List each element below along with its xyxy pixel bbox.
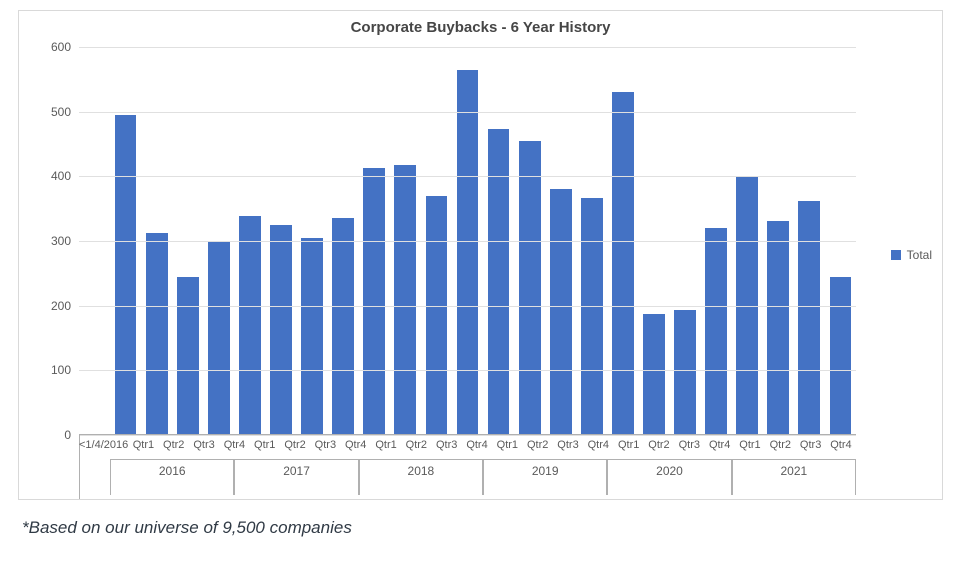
bar xyxy=(115,115,137,435)
bar xyxy=(457,70,479,435)
bar xyxy=(581,198,603,435)
y-tick-label: 600 xyxy=(31,40,71,54)
bar xyxy=(301,238,323,435)
x-year-label: 2016 xyxy=(111,464,233,478)
x-year-group: 2017 xyxy=(234,459,358,495)
x-tick-label: Qtr1 xyxy=(492,439,522,451)
bar xyxy=(488,129,510,435)
bar xyxy=(363,168,385,435)
x-tick-label: Qtr1 xyxy=(614,439,644,451)
x-tick-label: Qtr4 xyxy=(826,439,856,451)
x-year-group: 2019 xyxy=(483,459,607,495)
x-tick-label: Qtr2 xyxy=(765,439,795,451)
x-tick-label: Qtr3 xyxy=(432,439,462,451)
x-axis: <1/4/2016Qtr1Qtr2Qtr3Qtr4Qtr1Qtr2Qtr3Qtr… xyxy=(79,434,856,499)
x-tick-label: Qtr3 xyxy=(310,439,340,451)
y-tick-label: 0 xyxy=(31,428,71,442)
y-tick-label: 400 xyxy=(31,169,71,183)
x-tick-label: Qtr2 xyxy=(280,439,310,451)
x-tick-label: Qtr4 xyxy=(219,439,249,451)
bar xyxy=(830,277,852,435)
x-tick-label: Qtr2 xyxy=(523,439,553,451)
gridline xyxy=(79,241,856,242)
figure-wrap: Corporate Buybacks - 6 Year History 0100… xyxy=(0,0,961,562)
bar xyxy=(643,314,665,435)
bar xyxy=(426,196,448,435)
bar xyxy=(332,218,354,435)
bar xyxy=(519,141,541,435)
x-year-group: 2020 xyxy=(607,459,731,495)
bar xyxy=(270,225,292,435)
x-tick-label: Qtr3 xyxy=(553,439,583,451)
y-tick-label: 500 xyxy=(31,105,71,119)
x-tick-label: Qtr1 xyxy=(735,439,765,451)
x-tick-label: Qtr4 xyxy=(704,439,734,451)
x-year-label: 2021 xyxy=(733,464,855,478)
gridline xyxy=(79,112,856,113)
x-tick-label: Qtr1 xyxy=(128,439,158,451)
bar xyxy=(767,221,789,435)
chart-caption: *Based on our universe of 9,500 companie… xyxy=(18,500,943,538)
buybacks-chart: Corporate Buybacks - 6 Year History 0100… xyxy=(18,10,943,500)
bar xyxy=(798,201,820,435)
plot-area: 0100200300400500600 xyxy=(79,47,856,435)
y-tick-label: 100 xyxy=(31,363,71,377)
bar xyxy=(146,233,168,435)
gridline xyxy=(79,370,856,371)
x-year-label: 2020 xyxy=(608,464,730,478)
bar xyxy=(550,189,572,435)
gridline xyxy=(79,47,856,48)
x-tick-label: Qtr1 xyxy=(250,439,280,451)
x-year-label: 2019 xyxy=(484,464,606,478)
bar xyxy=(705,228,727,435)
y-tick-label: 200 xyxy=(31,299,71,313)
x-tick-leading: <1/4/2016 xyxy=(79,439,128,451)
x-tick-label: Qtr3 xyxy=(795,439,825,451)
x-year-group: 2016 xyxy=(110,459,234,495)
x-tick-label: Qtr4 xyxy=(583,439,613,451)
gridline xyxy=(79,306,856,307)
bar xyxy=(674,310,696,435)
x-tick-label: Qtr2 xyxy=(159,439,189,451)
x-year-label: 2018 xyxy=(360,464,482,478)
bar xyxy=(177,277,199,435)
x-tick-label: Qtr2 xyxy=(644,439,674,451)
x-year-group: 2021 xyxy=(732,459,856,495)
bar xyxy=(394,165,416,435)
bar xyxy=(239,216,261,435)
x-year-group: 2018 xyxy=(359,459,483,495)
x-tick-label: Qtr4 xyxy=(462,439,492,451)
bar xyxy=(612,92,634,435)
x-tick-label: Qtr3 xyxy=(674,439,704,451)
gridline xyxy=(79,176,856,177)
chart-legend: Total xyxy=(891,248,932,262)
x-tick-label: Qtr4 xyxy=(341,439,371,451)
bar xyxy=(208,242,230,435)
legend-label: Total xyxy=(907,248,932,262)
x-tick-label: Qtr2 xyxy=(401,439,431,451)
legend-swatch xyxy=(891,250,901,260)
x-group-row: 201620172018201920202021 xyxy=(79,459,856,495)
x-tick-row: <1/4/2016Qtr1Qtr2Qtr3Qtr4Qtr1Qtr2Qtr3Qtr… xyxy=(79,439,856,451)
x-year-label: 2017 xyxy=(235,464,357,478)
chart-title: Corporate Buybacks - 6 Year History xyxy=(19,11,942,38)
x-tick-label: Qtr3 xyxy=(189,439,219,451)
y-tick-label: 300 xyxy=(31,234,71,248)
chart-body: 0100200300400500600 xyxy=(79,47,856,435)
x-tick-label: Qtr1 xyxy=(371,439,401,451)
